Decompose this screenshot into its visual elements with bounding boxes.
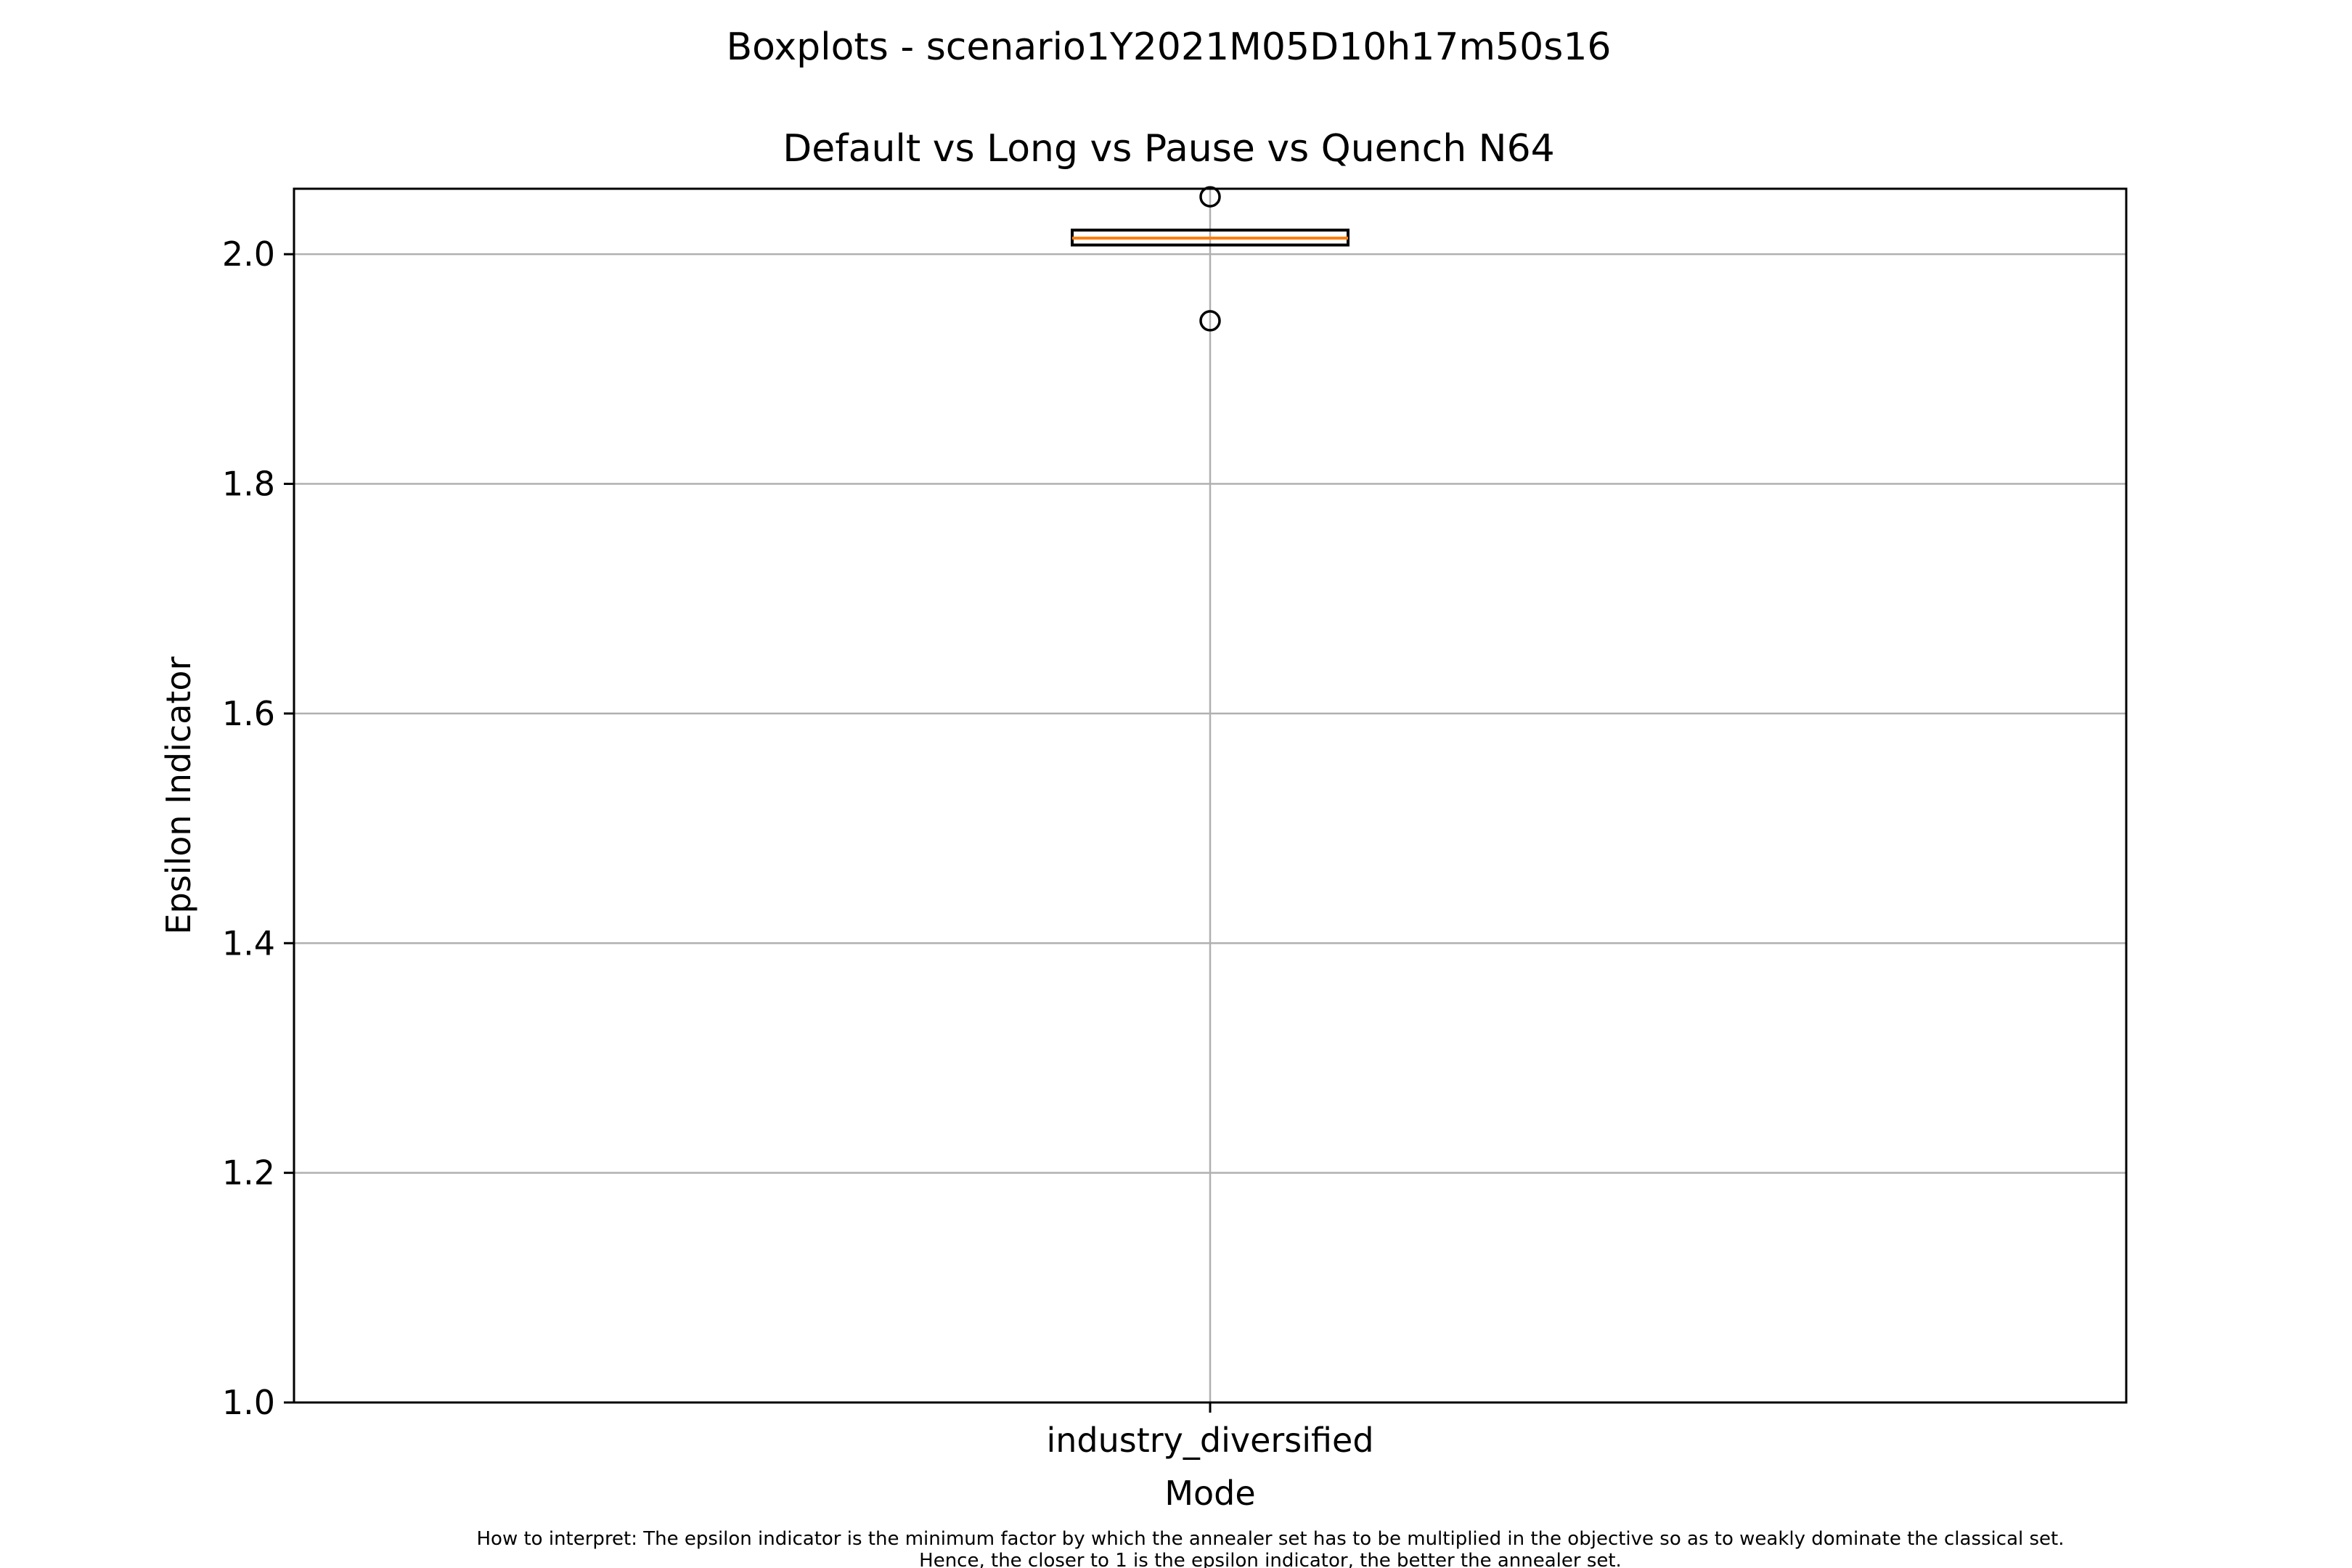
y-tick-label: 1.8 <box>222 465 275 504</box>
x-axis-label: Mode <box>1164 1474 1255 1513</box>
x-axis-ticks: industry_diversified <box>1046 1402 1374 1460</box>
y-tick-label: 1.6 <box>222 694 275 733</box>
footnote-line-2: Hence, the closer to 1 is the epsilon in… <box>919 1550 1622 1568</box>
y-tick-label: 1.0 <box>222 1383 275 1422</box>
x-tick-label: industry_diversified <box>1046 1421 1373 1460</box>
y-tick-label: 1.2 <box>222 1153 275 1193</box>
y-tick-label: 2.0 <box>222 234 275 274</box>
footnote-line-1: How to interpret: The epsilon indicator … <box>477 1528 2065 1550</box>
outlier-point <box>1199 310 1221 332</box>
y-tick-label: 1.4 <box>222 923 275 963</box>
outlier-point <box>1199 186 1221 208</box>
box-layer <box>1071 186 1349 332</box>
y-axis-label: Epsilon Indicator <box>159 656 198 934</box>
grid-lines <box>294 189 2126 1404</box>
chart-title: Boxplots - scenario1Y2021M05D10h17m50s16 <box>726 25 1611 69</box>
chart-subtitle: Default vs Long vs Pause vs Quench N64 <box>783 127 1555 171</box>
y-axis-ticks: 1.0 1.2 1.4 1.6 1.8 2.0 <box>222 234 294 1422</box>
